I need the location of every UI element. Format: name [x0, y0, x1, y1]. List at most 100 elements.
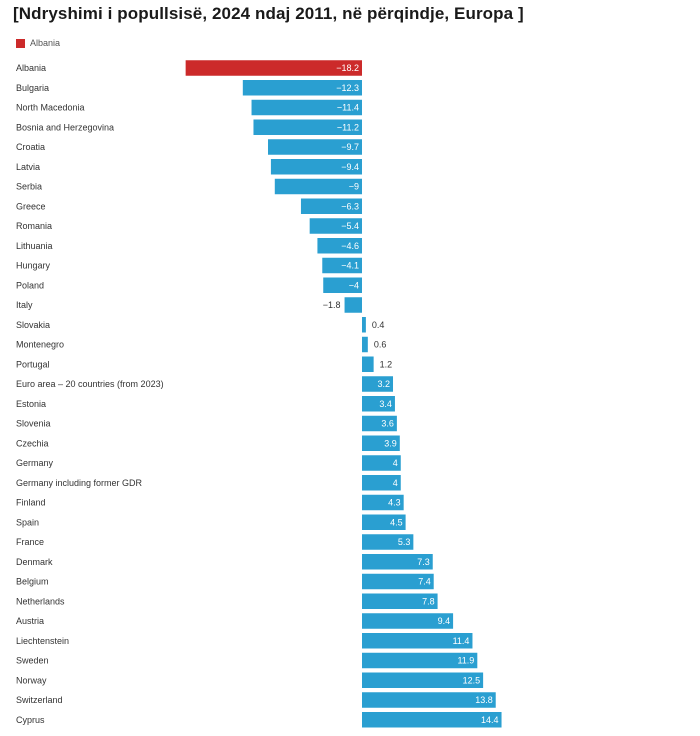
value-label: 13.8 — [475, 695, 493, 705]
category-label: Denmark — [16, 557, 53, 567]
bar — [362, 415, 397, 432]
value-label: 11.4 — [453, 636, 470, 646]
category-label: Cyprus — [16, 715, 45, 725]
category-label: Montenegro — [16, 340, 64, 350]
bar — [362, 692, 496, 708]
bar — [251, 99, 362, 116]
value-label: 4 — [393, 458, 398, 468]
legend-label: Albania — [30, 38, 61, 48]
chart-title: [Ndryshimi i popullsisë, 2024 ndaj 2011,… — [13, 4, 524, 23]
value-label: 12.5 — [463, 675, 481, 685]
value-label: 3.2 — [377, 379, 390, 389]
bar — [362, 514, 406, 530]
category-label: North Macedonia — [16, 103, 85, 113]
bar — [317, 238, 362, 254]
value-label: 7.4 — [418, 577, 431, 587]
value-label: −4.6 — [341, 241, 359, 251]
value-label: −18.2 — [336, 63, 359, 73]
value-label: 4 — [393, 478, 398, 488]
category-label: Netherlands — [16, 596, 65, 606]
category-label: Liechtenstein — [16, 636, 69, 646]
value-label: 14.4 — [481, 715, 499, 725]
value-label: 3.9 — [384, 438, 397, 448]
bar — [268, 139, 362, 155]
category-label: Croatia — [16, 142, 45, 152]
bar — [362, 317, 366, 333]
category-label: Switzerland — [16, 695, 63, 705]
category-label: Euro area – 20 countries (from 2023) — [16, 379, 164, 389]
value-label: −9.4 — [341, 162, 359, 172]
bar — [253, 119, 362, 135]
legend-swatch — [16, 38, 25, 48]
category-label: Norway — [16, 675, 47, 685]
bar — [344, 297, 362, 313]
category-label: Sweden — [16, 656, 49, 666]
bar — [309, 218, 362, 234]
value-label: −4.1 — [341, 261, 359, 271]
value-label: −4 — [349, 280, 359, 290]
bar — [362, 593, 438, 609]
category-label: Portugal — [16, 359, 50, 369]
bar — [362, 356, 374, 372]
category-label: Serbia — [16, 182, 42, 192]
bar — [242, 80, 362, 96]
category-label: Germany — [16, 458, 54, 468]
value-label: 4.5 — [390, 517, 403, 527]
value-label: −6.3 — [341, 201, 359, 211]
category-label: Belgium — [16, 577, 49, 587]
value-label: 7.3 — [417, 557, 430, 567]
category-label: Italy — [16, 300, 33, 310]
category-label: France — [16, 537, 44, 547]
bar — [362, 376, 394, 392]
value-label: 3.6 — [381, 419, 394, 429]
value-label: 3.4 — [379, 399, 392, 409]
category-label: Poland — [16, 280, 44, 290]
category-label: Austria — [16, 616, 44, 626]
value-label: 0.6 — [374, 340, 387, 350]
category-label: Slovakia — [16, 320, 50, 330]
category-label: Greece — [16, 201, 46, 211]
category-label: Hungary — [16, 261, 51, 271]
category-label: Germany including former GDR — [16, 478, 143, 488]
category-label: Spain — [16, 517, 39, 527]
bar — [362, 534, 414, 550]
category-label: Finland — [16, 498, 46, 508]
bar — [362, 652, 478, 669]
bar — [362, 435, 400, 451]
bar — [274, 178, 362, 195]
value-label: 5.3 — [398, 537, 411, 547]
value-label: 11.9 — [457, 656, 474, 666]
category-label: Czechia — [16, 438, 49, 448]
bar — [362, 336, 368, 353]
category-label: Romania — [16, 221, 52, 231]
bar — [362, 633, 473, 649]
bar — [362, 573, 434, 590]
value-label: −1.8 — [323, 300, 341, 310]
value-label: −12.3 — [336, 83, 359, 93]
bar — [322, 257, 362, 274]
value-label: 7.8 — [422, 596, 435, 606]
value-label: 1.2 — [380, 359, 393, 369]
value-label: −11.4 — [337, 103, 359, 113]
bar — [362, 475, 401, 491]
bar — [362, 672, 484, 688]
bar — [300, 198, 362, 214]
category-label: Bulgaria — [16, 83, 49, 93]
bar — [185, 60, 362, 76]
bar — [323, 277, 362, 293]
value-label: −11.2 — [337, 122, 359, 132]
category-label: Lithuania — [16, 241, 53, 251]
bar — [270, 159, 362, 175]
category-label: Slovenia — [16, 419, 51, 429]
bar — [362, 613, 454, 629]
bar — [362, 554, 433, 570]
value-label: 9.4 — [438, 616, 451, 626]
value-label: −5.4 — [341, 221, 359, 231]
bar — [362, 494, 404, 511]
category-label: Latvia — [16, 162, 40, 172]
value-label: 0.4 — [372, 320, 385, 330]
category-label: Bosnia and Herzegovina — [16, 122, 114, 132]
category-label: Albania — [16, 63, 46, 73]
bar — [362, 455, 401, 471]
